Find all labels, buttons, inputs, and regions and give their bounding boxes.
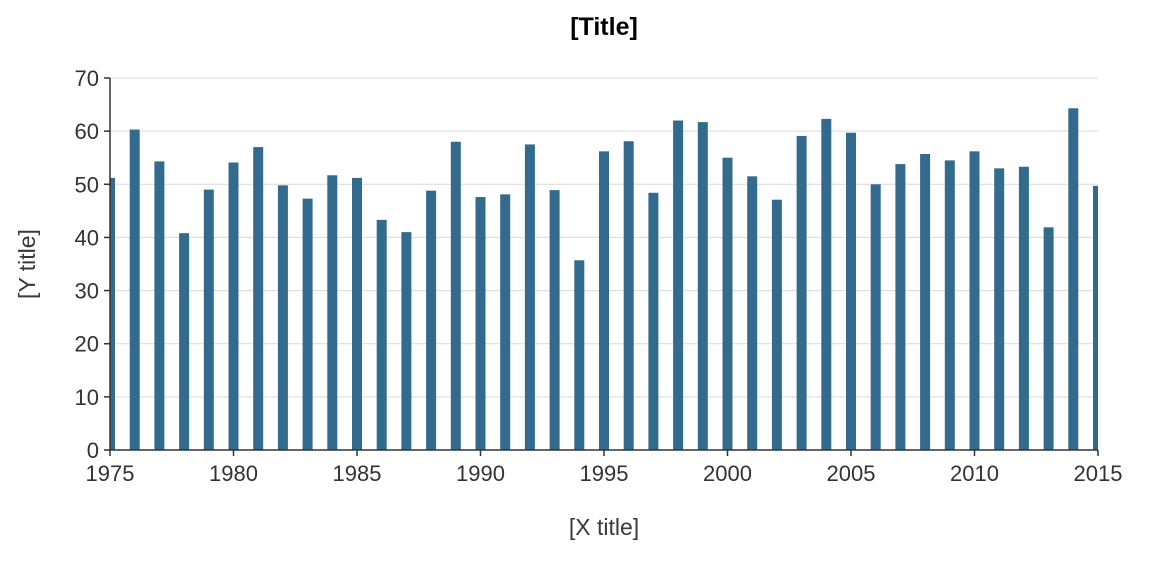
bars [110,108,1098,451]
x-tick-label: 2010 [950,461,999,486]
x-tick-label: 2000 [703,461,752,486]
bar [870,184,881,451]
y-tick-label: 40 [75,225,99,250]
x-tick-label: 2015 [1074,461,1123,486]
bar [895,164,906,450]
bar [277,185,288,450]
bar [673,120,684,450]
bar [228,162,239,451]
y-tick-label: 10 [75,385,99,410]
bar [771,199,782,450]
y-tick-label: 50 [75,172,99,197]
bar [110,177,115,450]
bar [1018,166,1029,450]
axes: 0 10 20 30 40 50 60 70 1975 1980 1985 1990 1995 2000 2… [75,66,1123,486]
bar [623,141,634,451]
x-tick-label: 1990 [456,461,505,486]
bar [821,118,832,451]
chart-title: [Title] [570,13,638,41]
bar [574,260,585,450]
bar [426,190,437,451]
bar [129,129,140,450]
bar [796,135,807,450]
bar [1068,108,1079,450]
x-tick-label: 1980 [209,461,258,486]
bar [599,151,609,450]
bar [524,144,535,450]
bar [450,141,461,450]
bar [327,175,338,450]
y-tick-label: 20 [75,332,99,357]
bar [203,189,214,450]
y-tick-label: 60 [75,119,99,144]
bar [302,198,313,450]
bar [944,160,955,450]
bar [549,190,560,451]
bar [846,132,856,451]
y-tick-label: 0 [87,438,99,463]
bar [747,176,758,451]
y-tick-label: 70 [75,66,99,91]
y-tick-label: 30 [75,279,99,304]
bar [500,194,511,450]
x-axis-title: [X title] [569,514,639,540]
bar [722,157,733,450]
x-tick-label: 2005 [827,461,876,486]
bar [253,147,264,451]
bar [920,153,931,450]
bar [352,177,362,450]
bar [376,219,387,450]
bar [401,232,412,450]
bar [475,197,486,450]
bar [697,122,708,450]
bar [648,192,659,450]
bar [179,233,190,450]
y-axis-title: [Y title] [14,229,40,299]
bar [1093,185,1098,450]
x-tick-label: 1975 [86,461,135,486]
x-tick-label: 1985 [333,461,382,486]
bar [1043,227,1054,450]
bar [969,151,980,450]
bar [154,161,165,451]
bar [994,168,1005,451]
x-tick-label: 1995 [580,461,629,486]
